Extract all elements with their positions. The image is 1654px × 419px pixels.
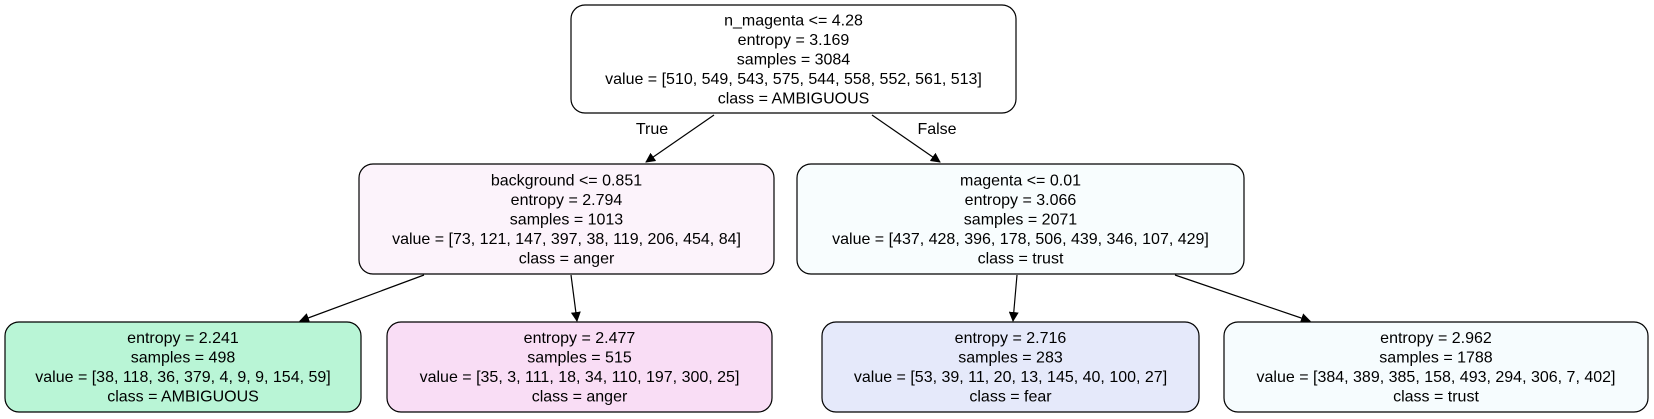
node-line-root-3: value = [510, 549, 543, 575, 544, 558, 5…: [605, 71, 982, 88]
node-line-leaf4-1: samples = 1788: [1379, 350, 1493, 367]
tree-node-leaf1: entropy = 2.241 samples = 498 value = [38,…: [4, 321, 362, 413]
edge-label-root-right: False: [917, 121, 956, 138]
node-line-leaf2-2: value = [35, 3, 111, 18, 34, 110, 197, 3…: [420, 369, 740, 386]
edge-left-leaf1: [299, 274, 425, 323]
tree-node-right: magenta <= 0.01 entropy = 3.066 samples = …: [796, 163, 1245, 275]
node-line-leaf3-0: entropy = 2.716: [955, 330, 1067, 347]
tree-node-leaf4: entropy = 2.962 samples = 1788 value = [38…: [1223, 321, 1649, 413]
edge-root-left: [645, 114, 715, 163]
edge-right-leaf4: [1174, 274, 1311, 323]
node-line-leaf2-1: samples = 515: [527, 350, 632, 367]
node-line-left-1: entropy = 2.794: [511, 192, 623, 209]
node-box-leaf3: [821, 321, 1200, 413]
node-line-leaf1-2: value = [38, 118, 36, 379, 4, 9, 9, 154,…: [35, 369, 330, 386]
node-line-leaf2-0: entropy = 2.477: [524, 330, 636, 347]
node-line-leaf1-0: entropy = 2.241: [127, 330, 239, 347]
node-line-right-3: value = [437, 428, 396, 178, 506, 439, 3…: [832, 231, 1209, 248]
node-line-leaf4-3: class = trust: [1393, 389, 1479, 406]
node-box-leaf2: [386, 321, 773, 413]
node-box-root: [570, 4, 1017, 114]
node-line-left-0: background <= 0.851: [491, 172, 642, 189]
node-line-root-1: entropy = 3.169: [738, 32, 850, 49]
node-line-leaf1-3: class = AMBIGUOUS: [107, 389, 259, 406]
node-line-right-0: magenta <= 0.01: [960, 172, 1081, 189]
node-line-leaf3-2: value = [53, 39, 11, 20, 13, 145, 40, 10…: [854, 369, 1167, 386]
nodes-layer: n_magenta <= 4.28 entropy = 3.169 samples …: [4, 4, 1649, 413]
tree-node-left: background <= 0.851 entropy = 2.794 sample…: [358, 163, 775, 275]
node-line-root-0: n_magenta <= 4.28: [724, 12, 863, 29]
node-line-right-4: class = trust: [978, 250, 1064, 267]
node-line-leaf4-2: value = [384, 389, 385, 158, 493, 294, 3…: [1257, 369, 1616, 386]
tree-node-leaf2: entropy = 2.477 samples = 515 value = [35,…: [386, 321, 773, 413]
node-box-left: [358, 163, 775, 275]
node-line-root-4: class = AMBIGUOUS: [718, 90, 870, 107]
node-box-leaf1: [4, 321, 362, 413]
node-line-leaf3-3: class = fear: [969, 389, 1052, 406]
edge-label-root-left: True: [636, 121, 668, 138]
node-line-leaf1-1: samples = 498: [131, 350, 236, 367]
node-line-root-2: samples = 3084: [737, 51, 851, 68]
node-line-left-3: value = [73, 121, 147, 397, 38, 119, 206…: [392, 231, 741, 248]
node-line-left-2: samples = 1013: [510, 211, 624, 228]
node-line-leaf4-0: entropy = 2.962: [1380, 330, 1492, 347]
edge-left-leaf2: [570, 274, 581, 322]
node-box-leaf4: [1223, 321, 1649, 413]
node-line-left-4: class = anger: [519, 250, 615, 267]
edge-right-leaf3: [1008, 274, 1019, 322]
edges-layer: True False: [299, 114, 1311, 323]
node-box-right: [796, 163, 1245, 275]
tree-node-leaf3: entropy = 2.716 samples = 283 value = [53,…: [821, 321, 1200, 413]
edge-root-right: [871, 114, 941, 163]
node-line-right-2: samples = 2071: [964, 211, 1078, 228]
node-line-right-1: entropy = 3.066: [965, 192, 1077, 209]
tree-node-root: n_magenta <= 4.28 entropy = 3.169 samples …: [570, 4, 1017, 114]
node-line-leaf3-1: samples = 283: [958, 350, 1063, 367]
node-line-leaf2-3: class = anger: [532, 389, 628, 406]
